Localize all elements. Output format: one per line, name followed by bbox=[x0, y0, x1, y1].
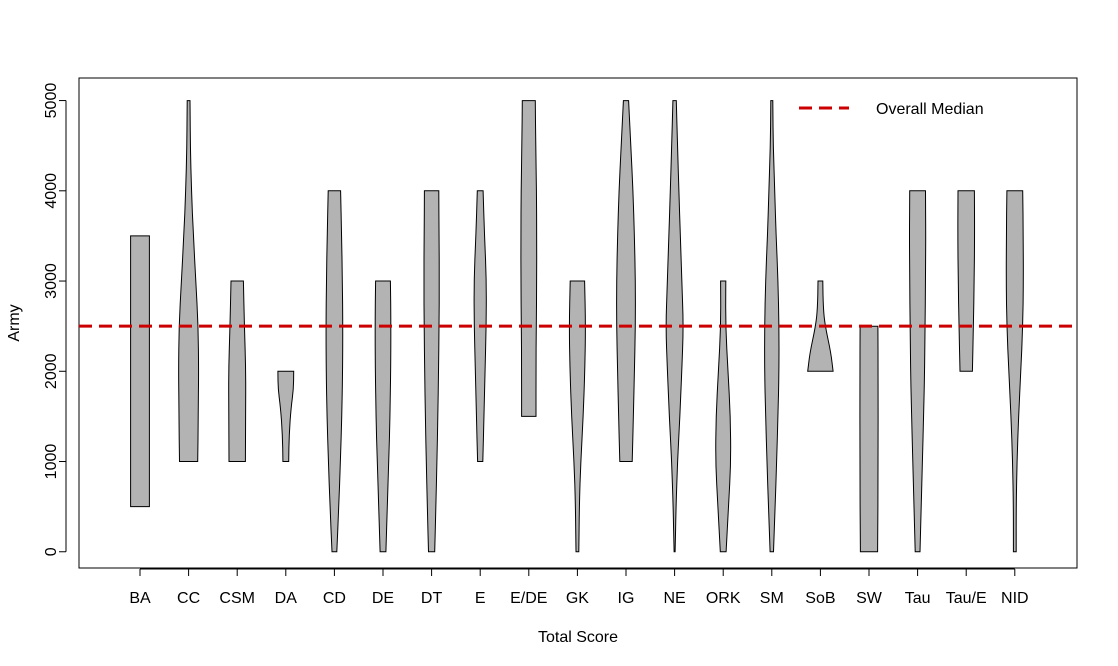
x-tick-label-csm: CSM bbox=[219, 590, 255, 607]
violin-gk bbox=[568, 280, 586, 553]
x-tick-label-dt: DT bbox=[421, 590, 443, 607]
y-axis-title: Army bbox=[6, 304, 23, 341]
violin-dt bbox=[423, 190, 440, 553]
violin-de bbox=[374, 280, 392, 553]
violin-ba bbox=[130, 235, 150, 508]
violin-ig bbox=[616, 100, 636, 462]
x-tick-label-gk: GK bbox=[566, 590, 589, 607]
x-tick-label-e: E bbox=[475, 590, 486, 607]
plot-area-frame bbox=[78, 77, 1078, 569]
violin-nid bbox=[1005, 190, 1024, 553]
y-axis: 0 1000 2000 3000 4000 5000 bbox=[43, 83, 67, 556]
y-tick-label: 4000 bbox=[43, 173, 60, 209]
x-tick-label-cd: CD bbox=[323, 590, 346, 607]
x-tick-label-cc: CC bbox=[177, 590, 200, 607]
x-tick-label-tau-e: Tau/E bbox=[946, 590, 987, 607]
x-axis-title: Total Score bbox=[538, 629, 618, 646]
x-tick-label-ba: BA bbox=[129, 590, 151, 607]
x-tick-label-sob: SoB bbox=[805, 590, 835, 607]
violin-csm bbox=[228, 280, 247, 462]
x-tick-label-nid: NID bbox=[1001, 590, 1029, 607]
x-tick-label-tau: Tau bbox=[905, 590, 931, 607]
x-tick-label-sw: SW bbox=[856, 590, 883, 607]
y-tick-label: 3000 bbox=[43, 263, 60, 299]
legend-median-label: Overall Median bbox=[876, 101, 984, 118]
violin-e-de bbox=[520, 100, 538, 417]
x-axis: BA CC CSM DA CD DE DT E E/DE GK IG NE ORK SM SoB SW Tau T… bbox=[129, 568, 1029, 607]
x-tick-label-ork: ORK bbox=[706, 590, 741, 607]
y-tick-label: 5000 bbox=[43, 83, 60, 119]
y-tick-label: 2000 bbox=[43, 353, 60, 389]
x-tick-label-de: DE bbox=[372, 590, 394, 607]
violin-cd bbox=[325, 190, 344, 553]
x-tick-label-ig: IG bbox=[618, 590, 635, 607]
violin-cc bbox=[178, 100, 200, 462]
x-tick-label-e-de: E/DE bbox=[510, 590, 547, 607]
violin-ne bbox=[665, 100, 684, 553]
violin-da bbox=[277, 370, 295, 462]
legend: Overall Median bbox=[799, 101, 984, 118]
x-tick-label-ne: NE bbox=[663, 590, 685, 607]
violin-ork bbox=[715, 280, 732, 553]
x-tick-label-sm: SM bbox=[760, 590, 784, 607]
violins-layer bbox=[130, 100, 1024, 553]
violin-tau bbox=[909, 190, 927, 553]
y-tick-label: 1000 bbox=[43, 444, 60, 480]
x-tick-label-da: DA bbox=[275, 590, 298, 607]
y-tick-label: 0 bbox=[43, 547, 60, 556]
violin-sw bbox=[859, 325, 879, 553]
violin-tau-e bbox=[957, 190, 976, 372]
